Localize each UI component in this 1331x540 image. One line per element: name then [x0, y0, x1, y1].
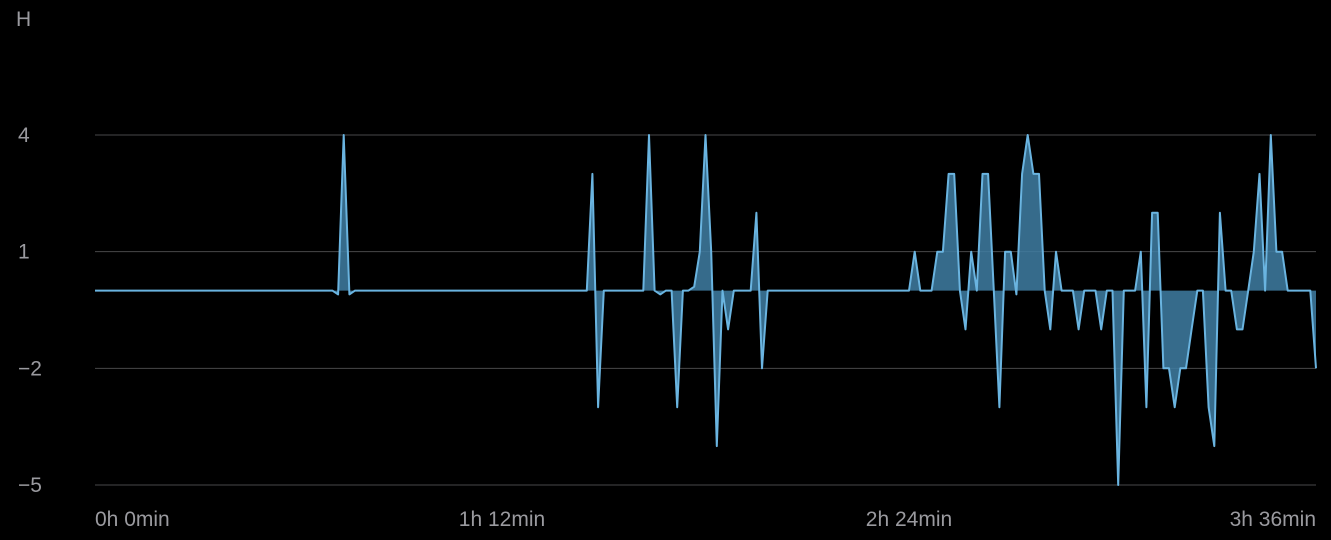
x-tick-labels: 0h 0min 1h 12min 2h 24min 3h 36min — [95, 508, 1316, 531]
y-tick-label: 4 — [18, 124, 30, 147]
x-tick-label: 0h 0min — [95, 508, 170, 531]
y-tick-label: −5 — [18, 474, 42, 497]
y-tick-label: −2 — [18, 357, 42, 380]
y-tick-label: 1 — [18, 241, 30, 264]
series-line — [95, 134, 1317, 486]
x-tick-label: 1h 12min — [459, 508, 545, 531]
y-unit-label: H — [16, 8, 32, 31]
x-tick-label: 3h 36min — [1230, 508, 1316, 531]
series — [95, 134, 1317, 486]
x-tick-label: 2h 24min — [866, 508, 952, 531]
series-area — [95, 135, 1316, 485]
y-tick-labels: 4 1 −2 −5 — [18, 124, 42, 497]
